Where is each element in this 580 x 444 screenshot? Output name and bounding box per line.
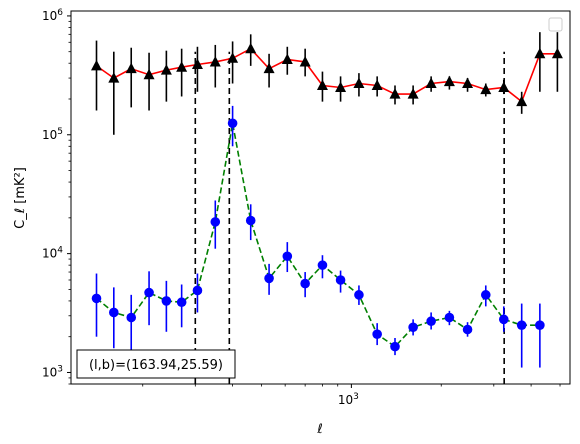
data-point-circle [91, 293, 102, 304]
data-point-circle [426, 316, 436, 327]
data-point-circle [109, 307, 119, 318]
data-point-triangle [299, 55, 311, 67]
data-point-triangle [516, 95, 528, 107]
y-tick-label: 106 [42, 8, 63, 23]
data-point-triangle [108, 72, 120, 83]
data-point-triangle [534, 47, 546, 59]
data-point-circle [516, 320, 527, 330]
data-point-triangle [551, 47, 563, 59]
data-point-triangle [143, 68, 155, 80]
series-line [95, 123, 540, 348]
axes: 103 104 105 106 103 [42, 8, 561, 407]
data-point-triangle [371, 79, 383, 90]
data-point-triangle [227, 52, 239, 63]
data-point-triangle [316, 79, 328, 90]
y-tick-label: 104 [42, 246, 63, 261]
plot-frame [70, 10, 571, 385]
data-point-triangle [462, 77, 474, 89]
data-point-circle [535, 320, 545, 330]
data-point-circle [462, 324, 473, 335]
data-point-circle [227, 118, 238, 129]
data-point-circle [300, 278, 310, 289]
data-point-circle [480, 290, 491, 300]
data-point-circle [372, 329, 382, 339]
data-point-circle [176, 297, 187, 308]
data-point-circle [126, 312, 137, 323]
data-point-circle [282, 251, 293, 262]
data-point-circle [264, 273, 274, 284]
annotation-text: (l,b)=(163.94,25.59) [89, 358, 223, 373]
data-point-triangle [407, 88, 419, 99]
plot-area [91, 32, 563, 384]
data-point-triangle [425, 77, 437, 89]
data-point-triangle [443, 75, 455, 87]
y-tick-label: 103 [42, 364, 63, 379]
data-point-triangle [353, 77, 365, 89]
data-point-circle [245, 215, 256, 226]
data-point-circle [161, 296, 172, 306]
data-point-circle [317, 260, 328, 270]
y-tick-label: 105 [42, 127, 63, 142]
data-point-circle [444, 312, 455, 323]
data-point-circle [192, 285, 203, 296]
data-point-circle [210, 217, 221, 227]
legend-box [548, 17, 563, 32]
data-point-triangle [263, 62, 275, 74]
data-point-triangle [281, 53, 293, 64]
y-axis-label: C_ℓ [mK²] [13, 167, 28, 229]
x-axis-label: ℓ [316, 422, 322, 437]
data-point-circle [498, 314, 509, 325]
data-point-triangle [209, 55, 221, 67]
data-point-triangle [125, 62, 137, 74]
data-point-triangle [191, 58, 203, 70]
data-point-circle [335, 275, 346, 285]
data-point-triangle [176, 61, 188, 72]
data-point-circle [354, 290, 364, 300]
data-point-triangle [498, 81, 510, 92]
x-tick-label: 103 [338, 392, 359, 407]
data-point-triangle [245, 42, 257, 54]
data-point-triangle [480, 83, 492, 95]
data-point-triangle [160, 64, 172, 75]
data-point-circle [408, 322, 418, 333]
data-point-triangle [91, 59, 103, 71]
data-point-circle [390, 341, 400, 352]
data-point-triangle [335, 81, 347, 92]
data-point-circle [144, 287, 154, 298]
annotation-box: (l,b)=(163.94,25.59) [76, 349, 236, 379]
data-point-triangle [389, 88, 401, 99]
